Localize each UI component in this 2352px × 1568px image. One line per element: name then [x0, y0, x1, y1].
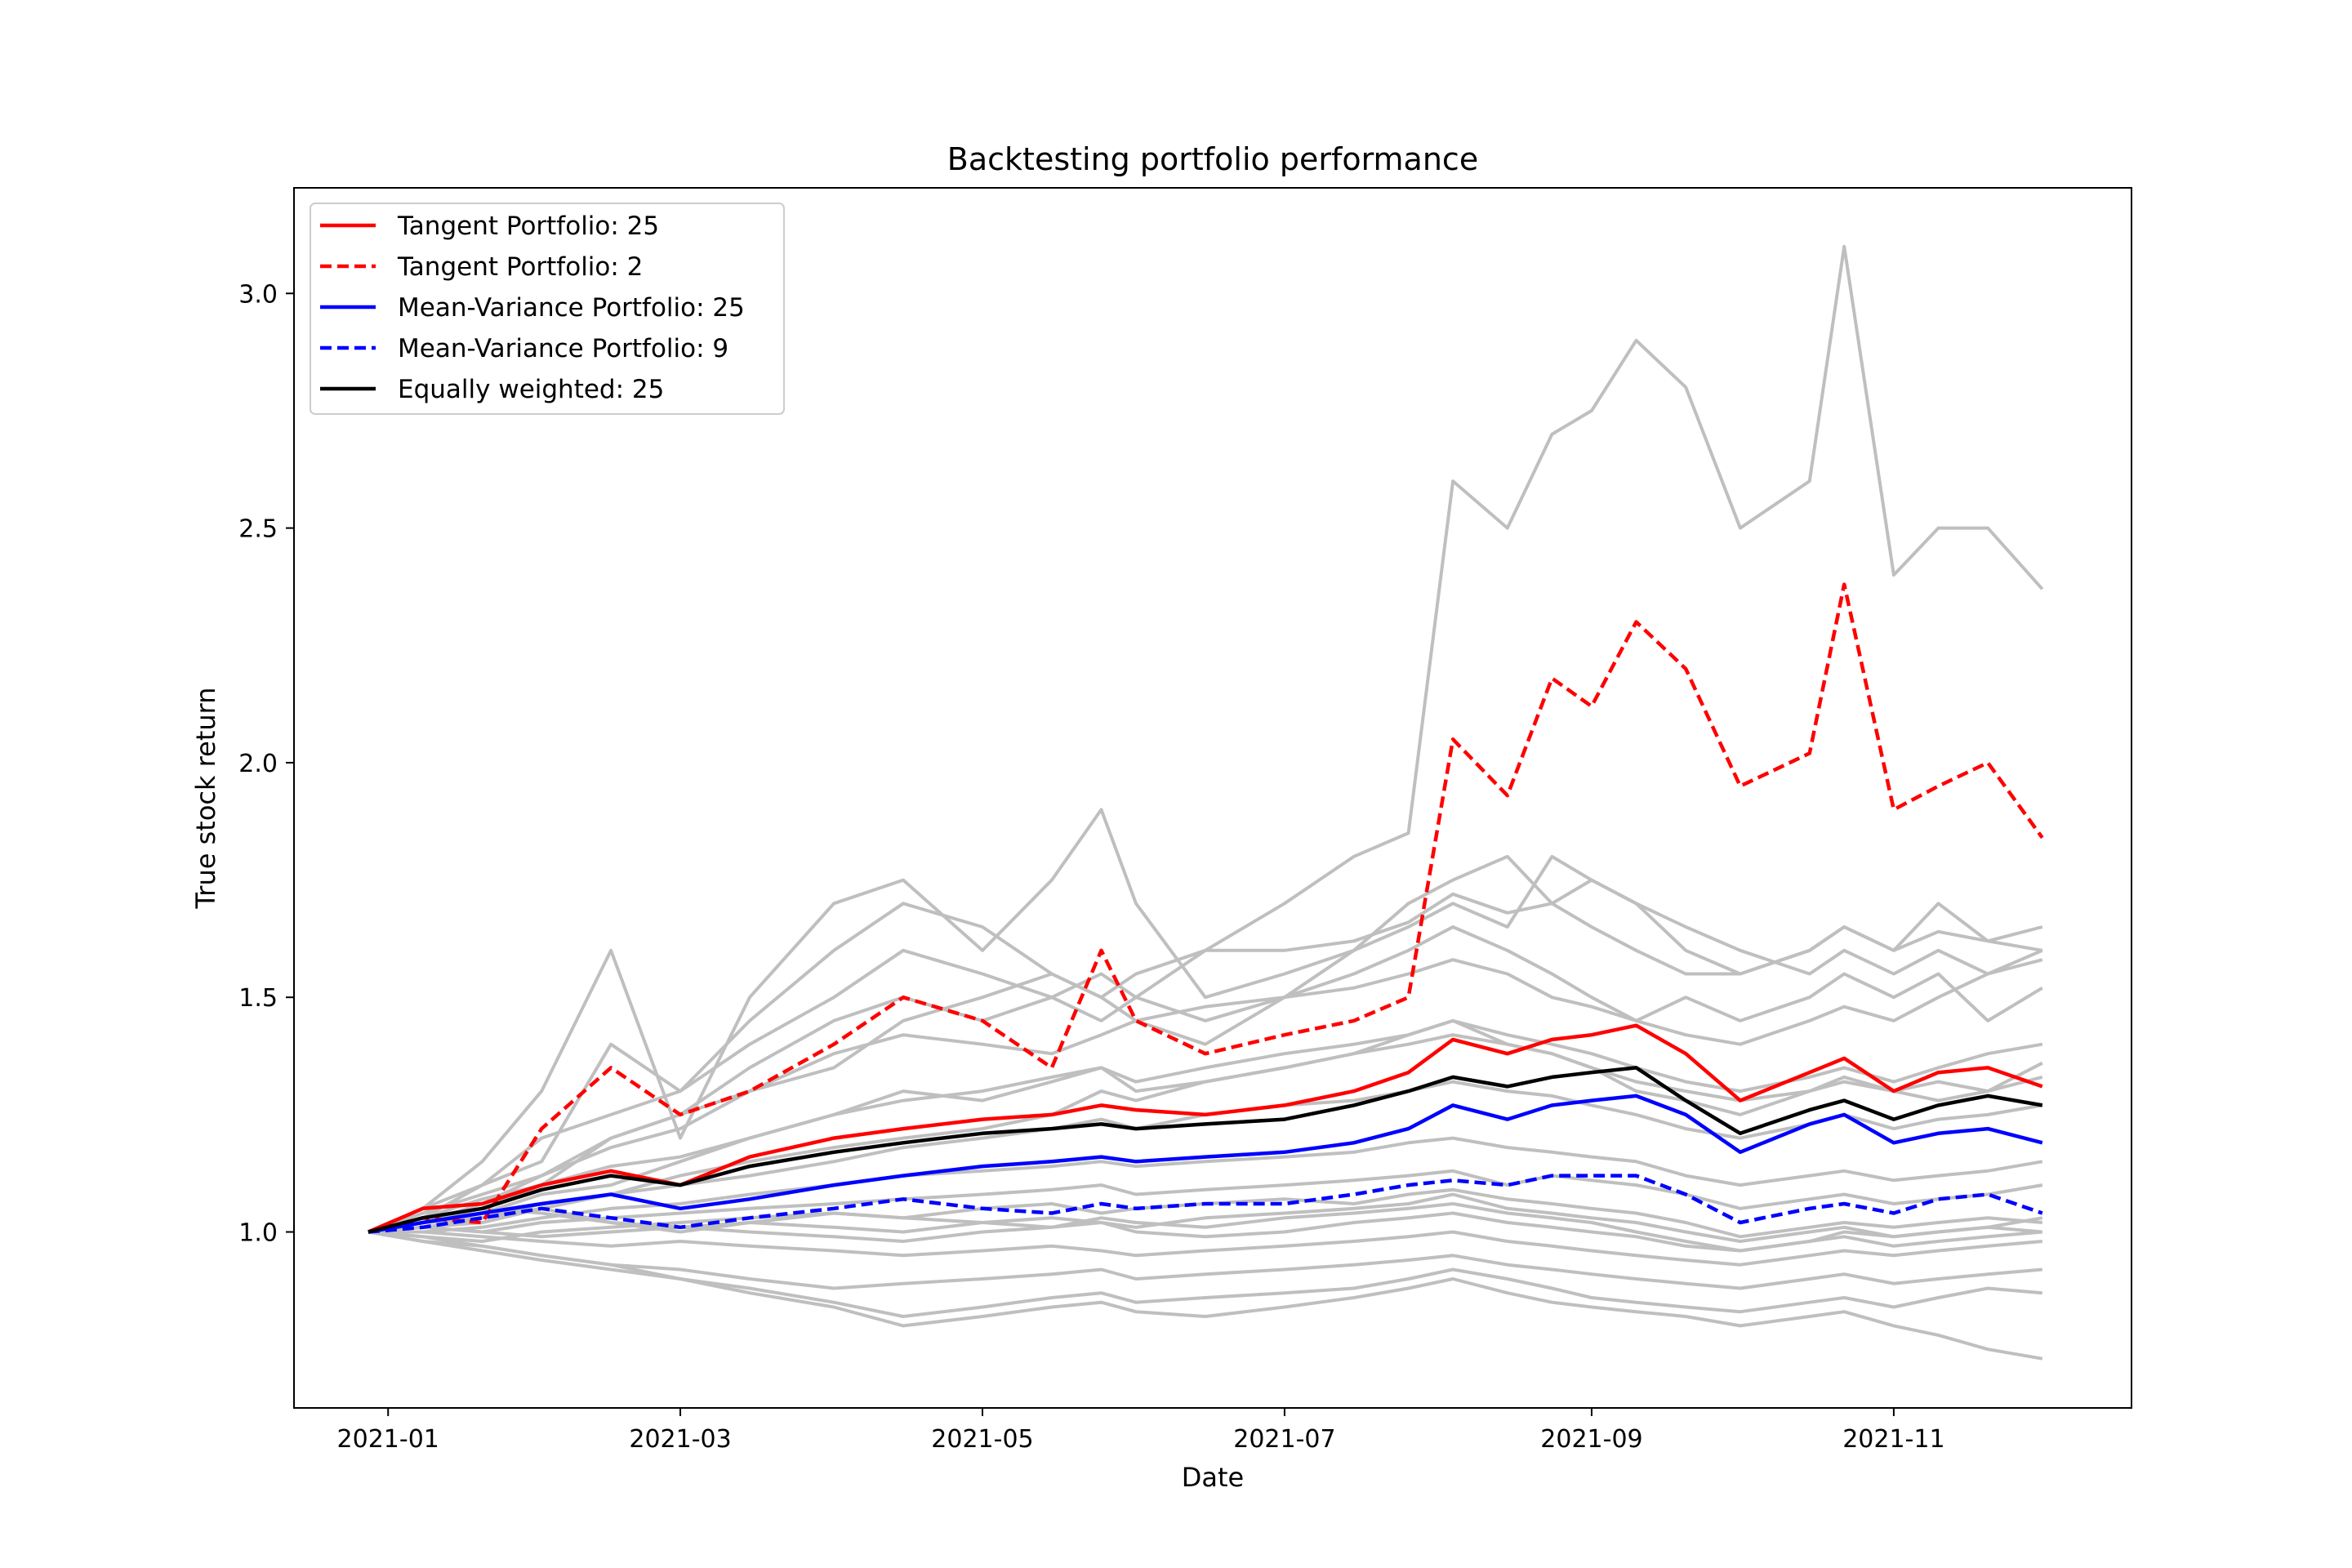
stock-line-15 [368, 1033, 2043, 1234]
x-tick-label-5: 2021-09 [1540, 1425, 1642, 1454]
stock-line-20 [368, 1018, 2043, 1234]
y-tick-label-4: 2.5 [238, 515, 278, 544]
axes-frame [293, 187, 2132, 1409]
y-tick-label-3: 2.0 [238, 750, 278, 778]
y-tick-label-1: 1.0 [238, 1219, 278, 1248]
stock-line-14 [368, 1230, 2043, 1361]
y-axis-ticks: 1.0 1.5 2.0 2.5 3.0 [238, 280, 294, 1248]
series-line-4 [368, 1174, 2043, 1234]
stock-line-17 [368, 948, 2043, 1234]
x-axis-ticks: 2021-01 2021-03 2021-05 2021-07 2021-09 2021-… [337, 1408, 1945, 1454]
stock-line-10 [368, 1187, 2042, 1243]
legend: Tangent Portfolio: 25 Tangent Portfolio: … [310, 203, 785, 415]
stock-line-19 [368, 1192, 2043, 1243]
stock-line-9 [368, 1169, 2043, 1234]
chart-title: Backtesting portfolio performance [947, 141, 1478, 177]
legend-label-3: Mean-Variance Portfolio: 25 [398, 293, 745, 323]
x-tick-label-1: 2021-01 [337, 1425, 439, 1454]
x-axis-label: Date [1182, 1462, 1244, 1493]
x-tick-label-6: 2021-11 [1842, 1425, 1944, 1454]
legend-label-4: Mean-Variance Portfolio: 9 [398, 334, 728, 363]
y-axis-label: True stock return [190, 687, 221, 909]
stock-line-5 [368, 892, 2043, 1234]
legend-box [310, 203, 785, 415]
portfolio-lines [368, 582, 2044, 1234]
stock-line-1 [368, 244, 2044, 1234]
legend-label-1: Tangent Portfolio: 25 [397, 212, 659, 241]
series-line-5 [368, 1066, 2043, 1234]
series-line-3 [368, 1094, 2043, 1234]
x-tick-label-2: 2021-03 [629, 1425, 731, 1454]
y-tick-label-5: 3.0 [238, 280, 278, 309]
x-tick-label-4: 2021-07 [1233, 1425, 1335, 1454]
x-tick-label-3: 2021-05 [931, 1425, 1033, 1454]
legend-label-2: Tangent Portfolio: 2 [397, 252, 643, 282]
y-tick-label-2: 1.5 [238, 984, 278, 1013]
stock-line-11 [368, 1230, 2042, 1267]
legend-label-5: Equally weighted: 25 [398, 375, 664, 404]
series-line-2 [368, 582, 2044, 1234]
stock-line-12 [368, 1230, 2042, 1290]
stock-line-3 [368, 854, 2043, 1234]
